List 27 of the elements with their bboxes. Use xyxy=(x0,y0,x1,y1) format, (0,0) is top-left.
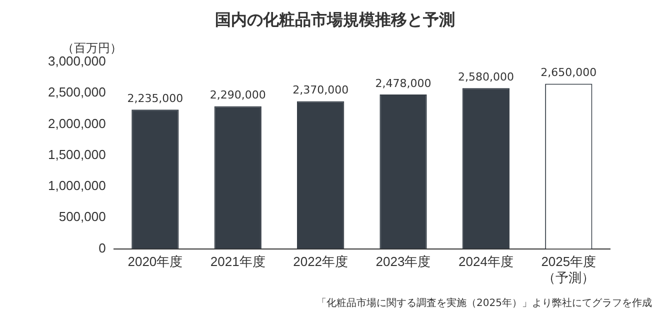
x-tick-label: 2022年度 xyxy=(293,254,348,270)
data-label: 2,235,000 xyxy=(127,92,184,105)
y-tick-label: 2,500,000 xyxy=(48,84,106,100)
data-label: 2,650,000 xyxy=(540,66,597,80)
x-tick-label: 2021年度 xyxy=(210,254,266,270)
y-tick-label: 500,000 xyxy=(58,209,106,224)
y-tick-label: 2,000,000 xyxy=(48,116,106,131)
data-label: 2,478,000 xyxy=(375,76,432,90)
data-label: 2,370,000 xyxy=(292,84,349,97)
y-tick-label: 1,500,000 xyxy=(48,146,106,162)
bar xyxy=(462,88,510,249)
bar xyxy=(297,101,344,249)
chart-title: 国内の化粧品市場規模推移と予測 xyxy=(214,10,456,31)
text: 「化粧品市場に関する調査を実施（2025年）」より弊社にてグラフを作成 xyxy=(316,296,652,310)
x-tick-label: 2020年度 xyxy=(128,254,183,270)
x-tick-label: 2023年度 xyxy=(376,254,431,270)
data-label: 2,580,000 xyxy=(458,70,514,84)
bar xyxy=(214,106,262,249)
y-axis-title: （百万円） xyxy=(62,40,122,56)
bar xyxy=(380,94,427,249)
x-tick-label: 2024年度 xyxy=(458,254,514,270)
data-label: 2,290,000 xyxy=(210,88,266,102)
y-tick-label: 3,000,000 xyxy=(48,54,106,69)
bar xyxy=(132,110,179,249)
x-tick-label: 2025年度（予測） xyxy=(541,254,596,285)
y-tick-label: 1,000,000 xyxy=(48,178,106,194)
y-tick-label: 0 xyxy=(98,240,106,256)
